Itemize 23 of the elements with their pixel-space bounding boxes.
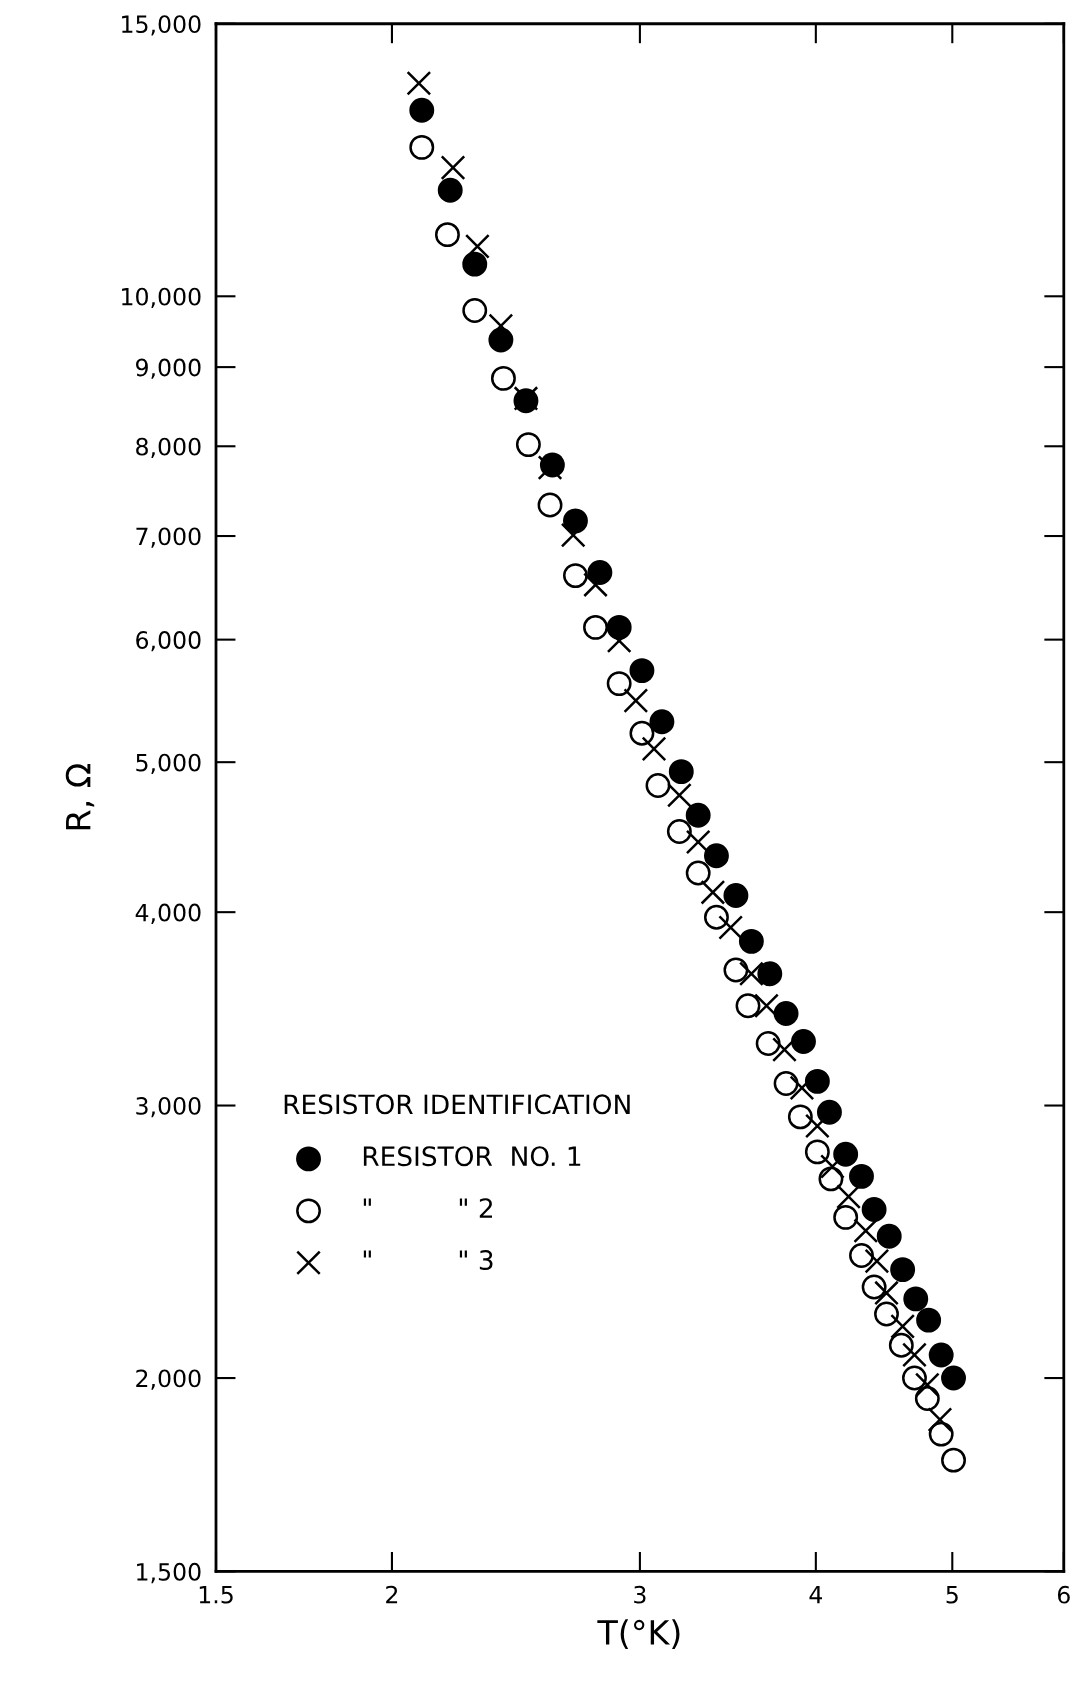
- x-tick-label: 2: [386, 1585, 398, 1604]
- y-tick-label: 2,000: [136, 1369, 201, 1390]
- y-tick-label: 3,000: [136, 1096, 201, 1118]
- y-tick-label: 4,000: [135, 903, 201, 924]
- x-tick-label: 1.5: [199, 1586, 233, 1604]
- y-tick-label: 15,000: [122, 15, 201, 36]
- legend-label: RESISTOR NO. 1: [363, 1146, 581, 1167]
- x-tick-label: 4: [809, 1586, 823, 1604]
- y-tick-label: 1,500: [137, 1562, 201, 1584]
- legend-label: " " 2: [363, 1198, 492, 1218]
- x-tick-label: 5: [946, 1586, 958, 1604]
- legend-title: RESISTOR IDENTIFICATION: [284, 1094, 630, 1115]
- x-tick-label: 6: [1057, 1585, 1070, 1604]
- y-tick-label: 6,000: [136, 631, 201, 652]
- y-tick-label: 9,000: [136, 358, 201, 379]
- y-tick-label: 7,000: [136, 527, 201, 548]
- y-tick-label: 10,000: [122, 287, 201, 308]
- y-tick-label: 5,000: [136, 753, 201, 774]
- x-tick-label: 3: [634, 1585, 646, 1604]
- legend-label: " " 3: [363, 1250, 493, 1271]
- y-axis-title: R, Ω: [65, 763, 95, 830]
- y-tick-label: 8,000: [136, 437, 201, 458]
- x-axis-title: T(°K): [597, 1619, 680, 1649]
